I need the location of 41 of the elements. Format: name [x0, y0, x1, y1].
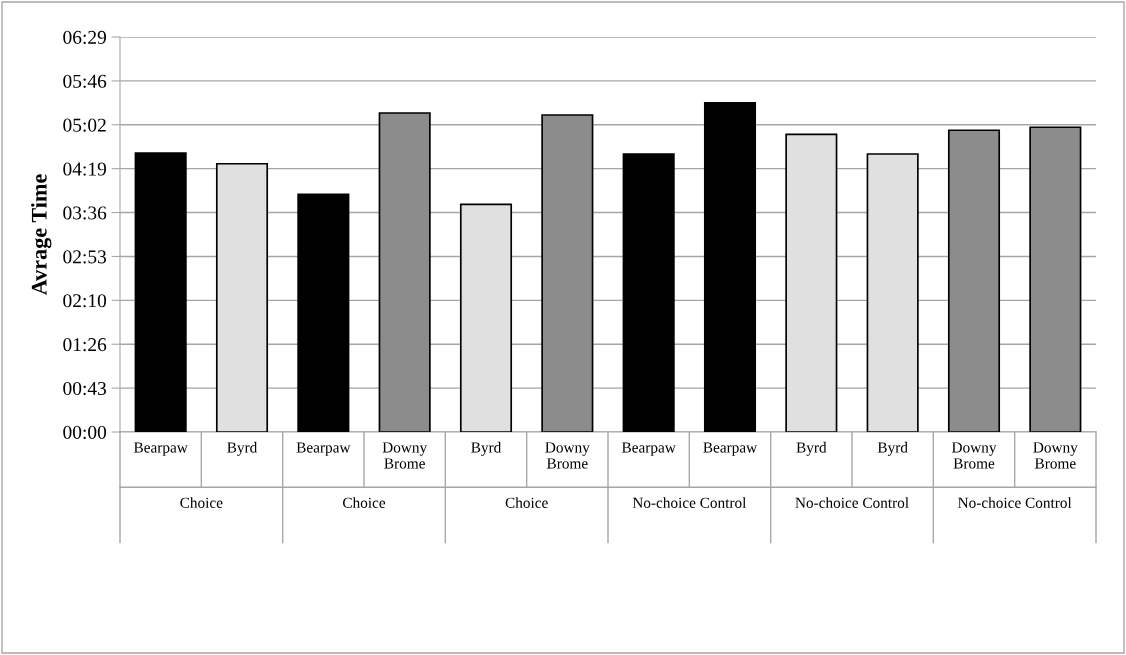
x-tick-label: Bearpaw: [133, 442, 188, 456]
y-tick-label: 00:00: [63, 425, 107, 440]
x-tick-label: Bearpaw: [621, 442, 676, 456]
text: No-choice Control: [795, 497, 909, 508]
x-tick-label: Bearpaw: [296, 442, 351, 456]
x-tick-label: Byrd: [796, 441, 827, 456]
y-tick-label: 02:53: [63, 250, 107, 264]
bar: [459, 203, 513, 432]
text: No-choice Control: [958, 497, 1072, 508]
y-tick-label: 03:36: [63, 206, 107, 220]
y-tick-label: 01:26: [63, 338, 107, 352]
bar: [947, 129, 1001, 432]
y-tick-label: 05:46: [63, 74, 107, 88]
bar: [541, 114, 594, 432]
text: Choice: [180, 497, 223, 508]
bar: [378, 112, 431, 432]
x-tick-label: Byrd: [471, 441, 502, 456]
text: Choice: [505, 497, 548, 508]
bar: [622, 153, 675, 432]
x-tick-label: Downy Brome: [1033, 442, 1078, 469]
text: Choice: [342, 497, 386, 508]
x-tick-label: Downy Brome: [382, 442, 428, 469]
x-tick-label: Byrd: [877, 441, 908, 456]
x-tick-label: Downy Brome: [545, 442, 590, 469]
y-tick-label: 02:10: [63, 294, 107, 308]
y-tick-label: 06:29: [63, 30, 107, 45]
text: No-choice Control: [632, 497, 747, 508]
x-tick-label: Downy Brome: [951, 442, 997, 469]
y-axis-title: Avrage Time: [31, 174, 52, 296]
bar: [134, 152, 187, 432]
bar: [703, 101, 757, 432]
x-tick-label: Bearpaw: [703, 442, 758, 456]
bar: [297, 193, 350, 432]
bar: [1029, 126, 1082, 432]
bar: [215, 162, 269, 432]
y-tick-label: 04:19: [63, 162, 107, 176]
bar: [866, 153, 919, 432]
x-tick-label: Byrd: [227, 441, 258, 456]
y-tick-label: 00:43: [63, 381, 107, 396]
y-tick-label: 05:02: [63, 118, 106, 132]
bar: [785, 133, 838, 432]
